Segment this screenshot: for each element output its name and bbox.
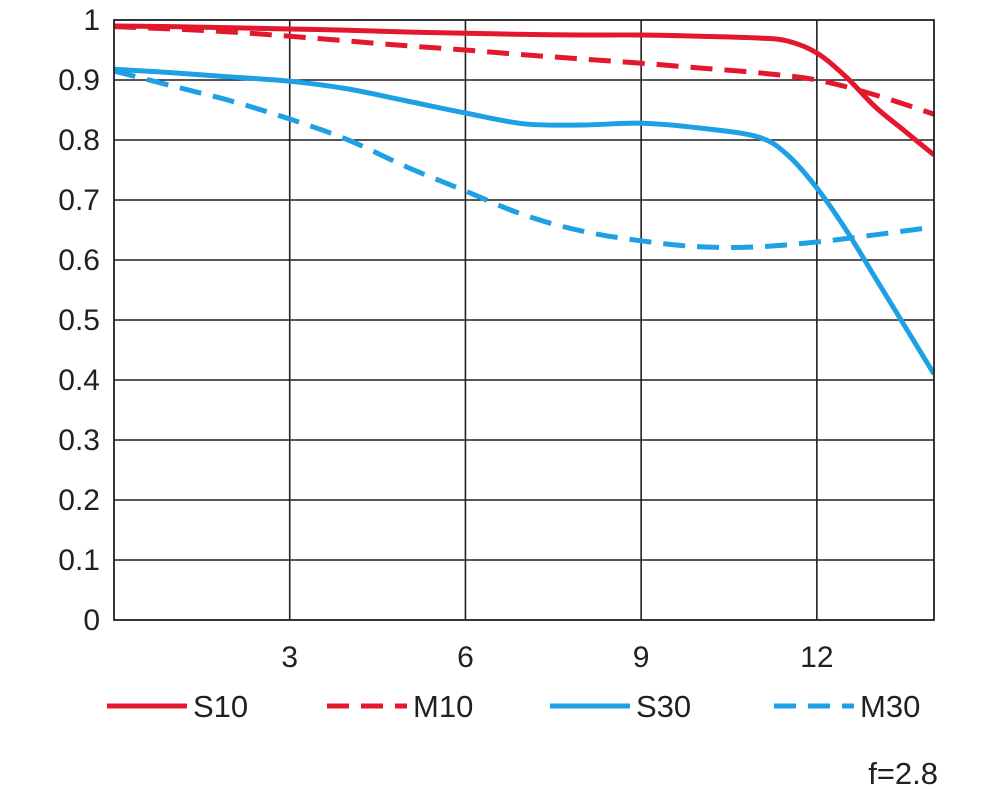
x-tick-label: 6 (457, 641, 474, 674)
legend: S10 M10 S30 M30 (107, 689, 920, 724)
y-tick-label: 0.2 (58, 484, 100, 517)
series-line-m30 (114, 68, 934, 250)
series-line-m10 (114, 24, 934, 117)
grid (114, 20, 934, 620)
y-tick-label: 0.3 (58, 424, 100, 457)
y-tick-label: 0.5 (58, 304, 100, 337)
y-tick-label: 0.9 (58, 64, 100, 97)
y-tick-label: 0.7 (58, 184, 100, 217)
x-tick-label: 9 (633, 641, 650, 674)
y-tick-label: 0 (83, 604, 100, 637)
series-line-s10 (114, 23, 934, 157)
legend-label-m30: M30 (860, 689, 920, 724)
plot-lines (114, 23, 934, 376)
legend-label-s30: S30 (636, 689, 691, 724)
x-tick-label: 3 (281, 641, 298, 674)
legend-label-m10: M10 (413, 689, 473, 724)
y-tick-label: 0.4 (58, 364, 100, 397)
series-line-s30 (114, 66, 934, 376)
legend-label-s10: S10 (193, 689, 248, 724)
x-tick-labels: 3 6 9 12 (281, 641, 833, 674)
aperture-footnote: f=2.8 (868, 756, 938, 789)
plot-frame (113, 19, 935, 621)
y-tick-label: 0.6 (58, 244, 100, 277)
x-tick-label: 12 (800, 641, 833, 674)
y-tick-label: 0.1 (58, 544, 100, 577)
y-tick-labels: 0 0.1 0.2 0.3 0.4 0.5 0.6 0.7 0.8 0.9 1 (58, 4, 100, 637)
y-tick-label: 0.8 (58, 124, 100, 157)
y-tick-label: 1 (83, 4, 100, 37)
